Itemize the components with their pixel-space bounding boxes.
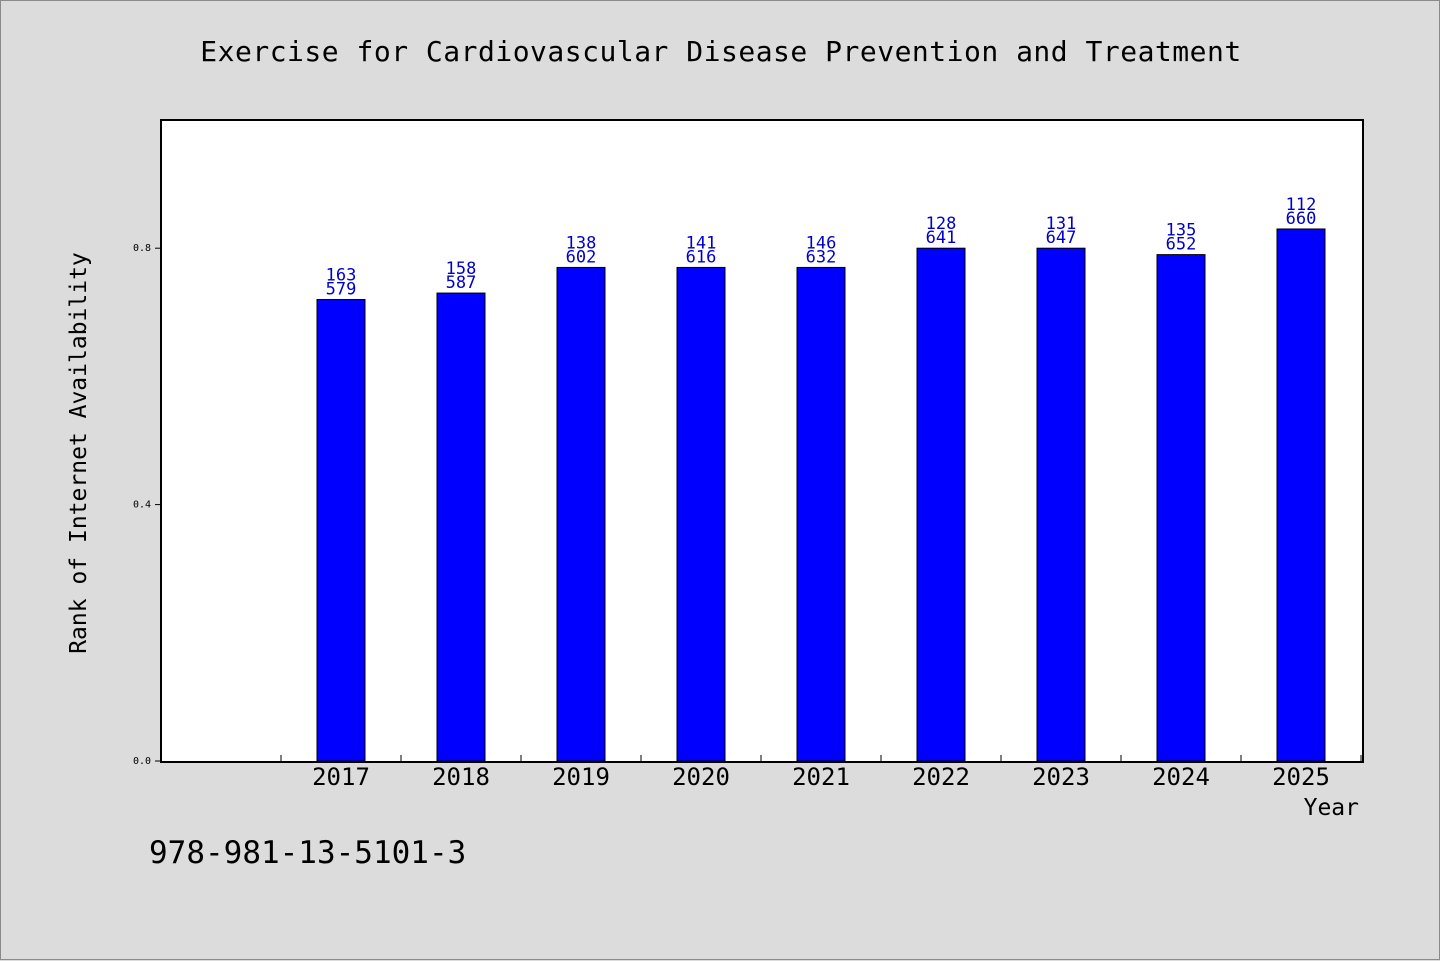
data-label: 163: [326, 265, 357, 285]
x-tick-label: 2020: [672, 763, 730, 791]
x-tick-label: 2019: [552, 763, 610, 791]
bar: [436, 292, 486, 762]
data-label: 146: [806, 233, 837, 253]
x-axis-label: Year: [1303, 795, 1359, 821]
isbn-text: 978-981-13-5101-3: [149, 835, 467, 871]
data-label: 602: [566, 247, 597, 267]
data-label: 158: [446, 259, 477, 279]
data-label: 652: [1166, 235, 1197, 255]
y-tick-label: 0.4: [133, 500, 151, 511]
y-tick-label: 0.8: [133, 243, 151, 254]
bar: [916, 247, 966, 762]
bar: [1276, 228, 1326, 762]
data-label: 138: [566, 233, 597, 253]
x-tick-label: 2021: [792, 763, 850, 791]
data-label: 141: [686, 233, 717, 253]
bar: [676, 266, 726, 762]
bar: [1156, 254, 1206, 762]
data-label: 131: [1046, 214, 1077, 234]
x-tick-label: 2017: [312, 763, 370, 791]
x-tick-label: 2024: [1152, 763, 1210, 791]
data-label: 647: [1046, 228, 1077, 248]
x-tick-label: 2022: [912, 763, 970, 791]
data-label: 579: [326, 279, 357, 299]
data-label: 587: [446, 273, 477, 293]
y-tick-label: 0.0: [133, 756, 151, 767]
x-tick-label: 2023: [1032, 763, 1090, 791]
bar: [316, 298, 366, 762]
data-label: 135: [1166, 221, 1197, 241]
data-label: 112: [1286, 195, 1317, 215]
chart-title: Exercise for Cardiovascular Disease Prev…: [200, 35, 1242, 68]
bar: [556, 266, 606, 762]
data-label: 641: [926, 228, 957, 248]
data-label: 128: [926, 214, 957, 234]
bar: [1036, 247, 1086, 762]
data-label: 616: [686, 247, 717, 267]
bar: [796, 266, 846, 762]
data-label: 660: [1286, 209, 1317, 229]
data-label: 632: [806, 247, 837, 267]
x-tick-label: 2025: [1272, 763, 1330, 791]
x-tick-label: 2018: [432, 763, 490, 791]
